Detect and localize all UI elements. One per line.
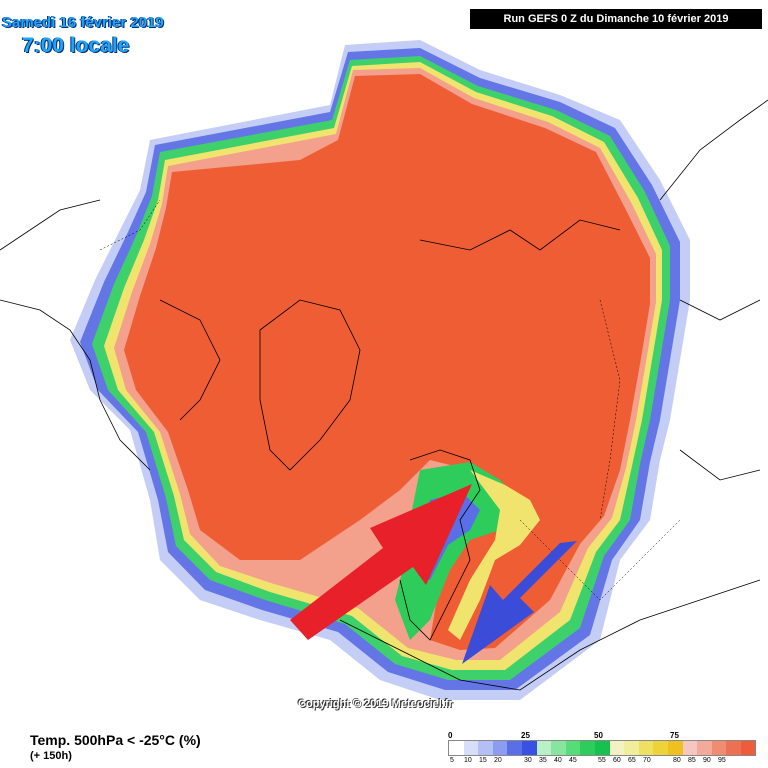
legend-swatch [551, 741, 566, 755]
legend-swatch [580, 741, 595, 755]
legend-tick: 90 [703, 757, 711, 764]
legend-swatch [478, 741, 493, 755]
legend-swatch [697, 741, 712, 755]
legend-swatch [594, 741, 610, 755]
legend-swatch [653, 741, 668, 755]
legend-major-marks: 0 25 50 75 [448, 731, 754, 740]
legend-swatch [624, 741, 639, 755]
parameter-label: Temp. 500hPa < -25°C (%) [30, 732, 201, 748]
europe-pocket-yellow [448, 470, 540, 640]
legend-tick: 20 [494, 757, 502, 764]
legend-ticks: 5 10 15 20 30 35 40 45 55 60 65 70 80 85… [448, 757, 754, 766]
blue-arrow [462, 541, 577, 664]
legend-swatch [492, 741, 508, 755]
legend-tick: 15 [479, 757, 487, 764]
legend-tick: 40 [554, 757, 562, 764]
legend-tick: 65 [628, 757, 636, 764]
color-legend [448, 740, 757, 756]
legend-swatch [449, 741, 464, 755]
legend-swatch [711, 741, 727, 755]
legend-swatch [726, 741, 741, 755]
legend-swatch [740, 741, 756, 755]
probability-field [70, 40, 690, 700]
legend-swatch [565, 741, 581, 755]
legend-tick: 70 [643, 757, 651, 764]
legend-swatch [638, 741, 654, 755]
legend-tick: 45 [569, 757, 577, 764]
legend-swatch [463, 741, 479, 755]
legend-tick: 35 [539, 757, 547, 764]
legend-mark: 0 [448, 731, 453, 740]
legend-tick: 5 [450, 757, 454, 764]
legend-swatch [521, 741, 537, 755]
legend-tick: 55 [598, 757, 606, 764]
legend-swatch [667, 741, 683, 755]
legend-tick: 80 [673, 757, 681, 764]
run-info: Run GEFS 0 Z du Dimanche 10 février 2019 [470, 9, 762, 29]
legend-mark: 50 [594, 731, 603, 740]
borders [99, 199, 681, 601]
legend-tick: 10 [464, 757, 472, 764]
legend-tick: 85 [688, 757, 696, 764]
legend-tick: 95 [718, 757, 726, 764]
legend-tick: 30 [524, 757, 532, 764]
copyright: Copyright © 2019 Meteociel.fr [298, 698, 453, 710]
forecast-time: 7:00 locale [22, 34, 130, 57]
legend-swatch [507, 741, 522, 755]
legend-swatch [536, 741, 552, 755]
legend-swatch [682, 741, 698, 755]
legend-mark: 75 [670, 731, 679, 740]
coastlines [0, 99, 768, 691]
red-arrow [290, 484, 472, 640]
legend-tick: 60 [613, 757, 621, 764]
legend-mark: 25 [521, 731, 530, 740]
legend-swatch [609, 741, 625, 755]
forecast-date: Samedi 16 février 2019 [2, 14, 164, 31]
lead-time: (+ 150h) [30, 750, 72, 762]
